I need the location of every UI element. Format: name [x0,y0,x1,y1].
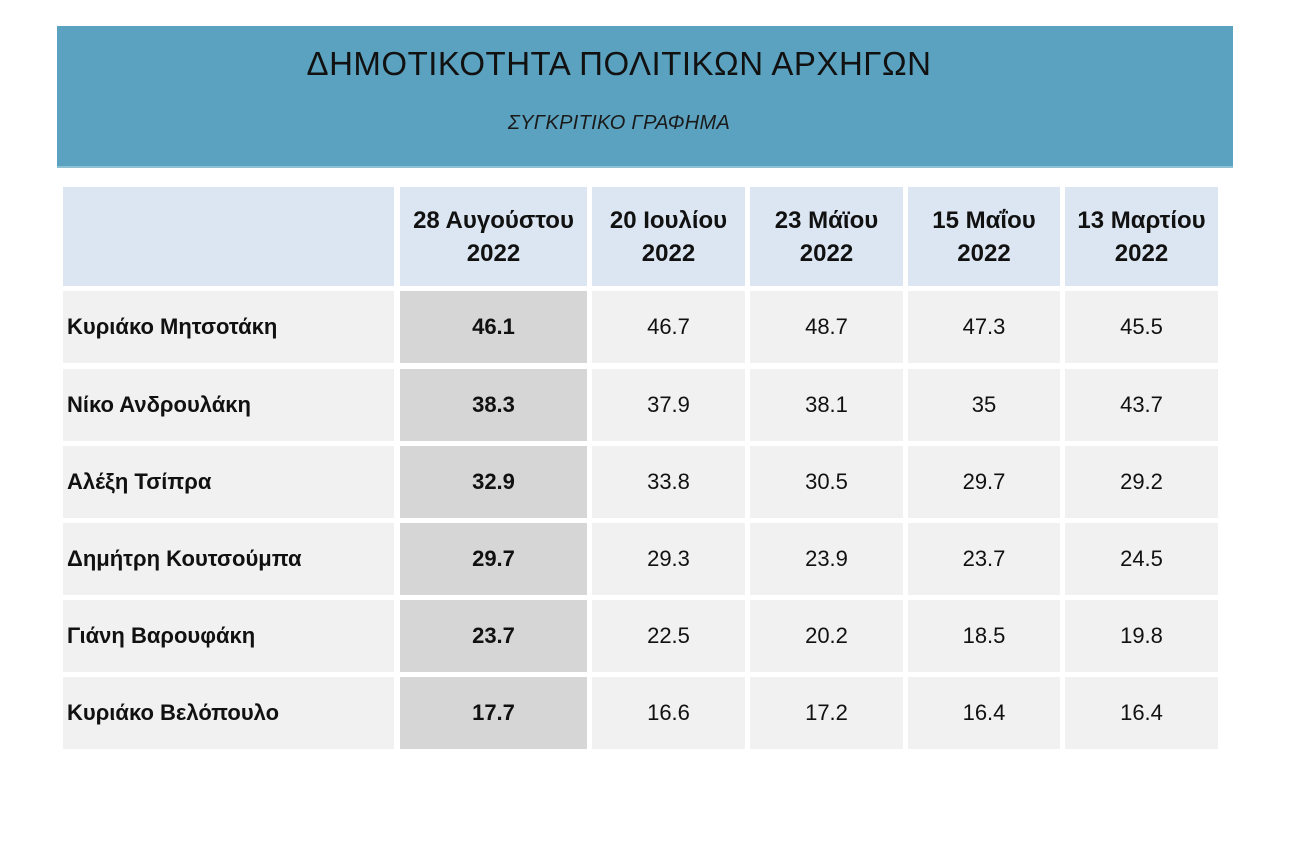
table-cell-value: 46.7 [592,291,745,363]
table-cell-value: 38.3 [400,369,587,441]
column-header: 23 Μάϊου 2022 [750,187,903,286]
column-header-label: 23 Μάϊου 2022 [775,204,878,270]
table-cell-value: 35 [908,369,1060,441]
column-header-label: 28 Αυγούστου 2022 [413,204,574,270]
table-cell-value: 16.4 [1065,677,1218,749]
column-header-date: 20 Ιουλίου [609,206,728,234]
table-cell-value: 20.2 [750,600,903,672]
column-header: 28 Αυγούστου 2022 [400,187,587,286]
table-cell-value: 29.2 [1065,446,1218,518]
column-header-year: 2022 [466,239,521,267]
column-header-label: 15 Μαΐου 2022 [932,204,1035,270]
column-header-year: 2022 [1114,239,1169,267]
table-cell-value: 23.7 [400,600,587,672]
table-cell-value: 17.2 [750,677,903,749]
column-header: 20 Ιουλίου 2022 [592,187,745,286]
table-cell-value: 29.3 [592,523,745,595]
column-header-year: 2022 [957,239,1011,267]
column-header-date: 13 Μαρτίου [1077,206,1206,234]
table-cell-value: 18.5 [908,600,1060,672]
row-label: Δημήτρη Κουτσούμπα [63,523,394,595]
column-header-date: 23 Μάϊου [774,206,879,234]
column-header-year: 2022 [799,239,854,267]
table-cell-value: 19.8 [1065,600,1218,672]
column-header-year: 2022 [641,239,696,267]
table-cell-value: 43.7 [1065,369,1218,441]
page-subtitle: ΣΥΓΚΡΙΤΙΚΟ ΓΡΑΦΗΜΑ [507,112,731,134]
table-cell-value: 37.9 [592,369,745,441]
header-corner-cell [63,187,394,286]
table-cell-value: 17.7 [400,677,587,749]
row-label: Κυριάκο Μητσοτάκη [63,291,394,363]
table-cell-value: 45.5 [1065,291,1218,363]
table-cell-value: 47.3 [908,291,1060,363]
column-header-label: 13 Μαρτίου 2022 [1077,204,1205,270]
table-cell-value: 32.9 [400,446,587,518]
table-cell-value: 23.9 [750,523,903,595]
table-cell-value: 16.4 [908,677,1060,749]
table-cell-value: 24.5 [1065,523,1218,595]
row-label: Αλέξη Τσίπρα [63,446,394,518]
row-label: Γιάνη Βαρουφάκη [63,600,394,672]
table-cell-value: 29.7 [400,523,587,595]
table-cell-value: 38.1 [750,369,903,441]
column-header: 15 Μαΐου 2022 [908,187,1060,286]
column-header-date: 15 Μαΐου [932,206,1036,234]
header-band: ΔΗΜΟΤΙΚΟΤΗΤΑ ΠΟΛΙΤΙΚΩΝ ΑΡΧΗΓΩΝ ΣΥΓΚΡΙΤΙΚ… [57,26,1233,168]
table-cell-value: 33.8 [592,446,745,518]
row-label: Κυριάκο Βελόπουλο [63,677,394,749]
table-cell-value: 48.7 [750,291,903,363]
table-cell-value: 29.7 [908,446,1060,518]
row-label: Νίκο Ανδρουλάκη [63,369,394,441]
column-header-date: 28 Αυγούστου [413,206,574,234]
table-cell-value: 46.1 [400,291,587,363]
column-header: 13 Μαρτίου 2022 [1065,187,1218,286]
table-cell-value: 22.5 [592,600,745,672]
table-cell-value: 16.6 [592,677,745,749]
column-header-label: 20 Ιουλίου 2022 [610,204,727,270]
table-cell-value: 30.5 [750,446,903,518]
page-title: ΔΗΜΟΤΙΚΟΤΗΤΑ ΠΟΛΙΤΙΚΩΝ ΑΡΧΗΓΩΝ [306,45,932,82]
table-cell-value: 23.7 [908,523,1060,595]
